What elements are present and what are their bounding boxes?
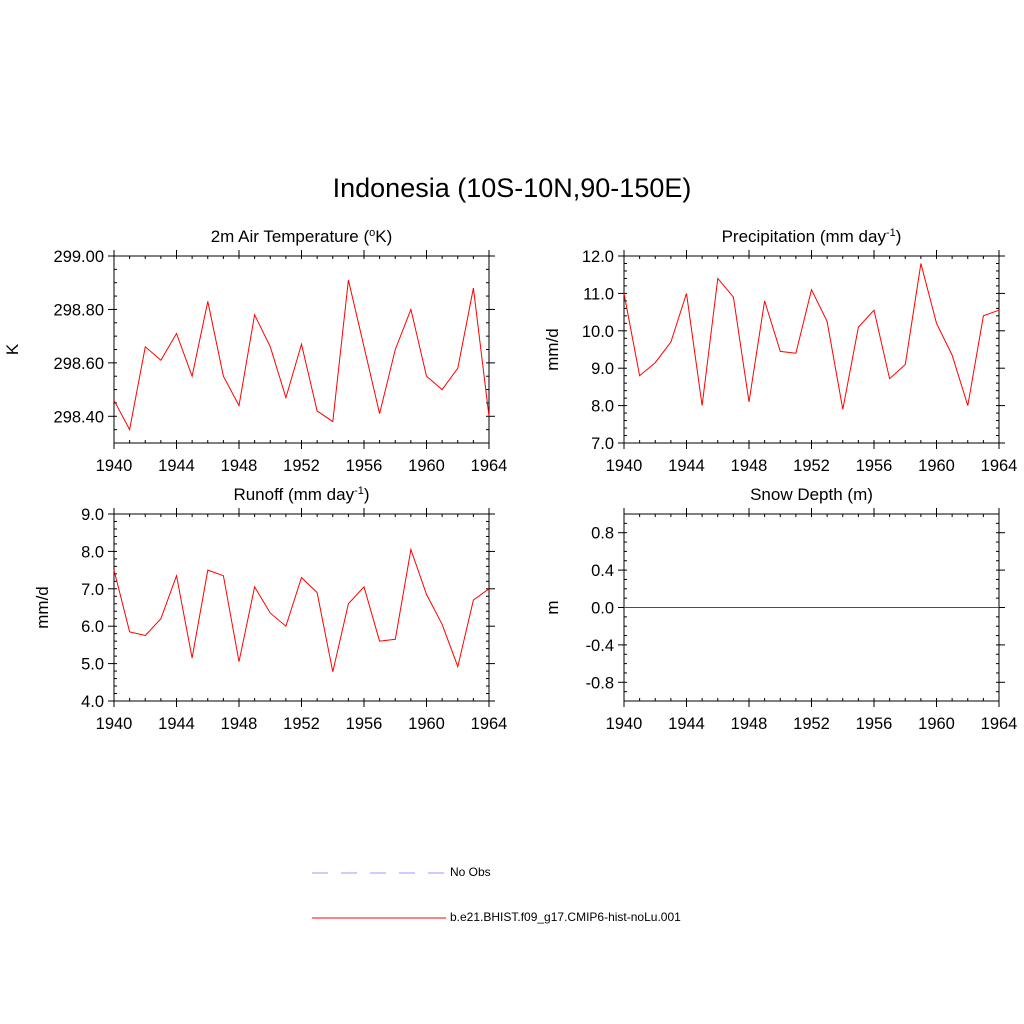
panel-title: 2m Air Temperature (oK) <box>211 227 393 246</box>
y-tick-label: -0.4 <box>586 637 614 655</box>
x-tick-label: 1960 <box>918 715 955 733</box>
x-tick-label: 1960 <box>408 457 445 475</box>
y-tick-label: 299.00 <box>54 248 104 266</box>
x-tick-label: 1956 <box>346 715 383 733</box>
x-tick-label: 1948 <box>731 457 768 475</box>
plot-frame <box>623 255 1000 444</box>
x-tick-label: 1964 <box>471 457 508 475</box>
panel-title: Runoff (mm day-1) <box>233 485 369 504</box>
y-tick-label: 6.0 <box>81 618 104 636</box>
x-tick-label: 1964 <box>471 715 508 733</box>
y-tick-label: 11.0 <box>583 285 614 303</box>
panel-title: Snow Depth (m) <box>750 485 873 504</box>
x-tick-label: 1952 <box>793 715 830 733</box>
x-tick-label: 1948 <box>731 715 768 733</box>
plot-frame <box>113 513 490 702</box>
x-tick-label: 1956 <box>856 457 893 475</box>
x-tick-label: 1940 <box>96 715 133 733</box>
plot-frame <box>113 255 490 444</box>
y-tick-label: 5.0 <box>81 656 104 674</box>
x-tick-label: 1944 <box>158 457 195 475</box>
x-tick-label: 1948 <box>221 457 258 475</box>
y-tick-label: 9.0 <box>591 360 614 378</box>
x-tick-label: 1940 <box>606 457 643 475</box>
page-title: Indonesia (10S-10N,90-150E) <box>332 173 692 203</box>
x-tick-label: 1940 <box>96 457 133 475</box>
x-tick-label: 1944 <box>158 715 195 733</box>
y-tick-label: 298.40 <box>54 408 104 426</box>
x-tick-label: 1960 <box>408 715 445 733</box>
series-line <box>113 279 490 432</box>
y-tick-label: 4.0 <box>81 693 104 711</box>
legend-label-model: b.e21.BHIST.f09_g17.CMIP6-hist-noLu.001 <box>450 910 681 924</box>
x-tick-label: 1944 <box>668 715 705 733</box>
y-tick-label: 298.60 <box>54 355 104 373</box>
series-line <box>623 263 1000 410</box>
y-tick-label: 8.0 <box>591 398 614 416</box>
x-tick-label: 1952 <box>793 457 830 475</box>
chart-panel-3: Runoff (mm day-1) mm/d 4.0 5.0 6.0 7.0 8.0 9.0 1… <box>33 485 507 733</box>
x-tick-label: 1944 <box>668 457 705 475</box>
y-tick-label: 10.0 <box>582 323 614 341</box>
panel-title: Precipitation (mm day-1) <box>722 227 902 246</box>
x-tick-label: 1956 <box>856 715 893 733</box>
y-tick-label: 12.0 <box>582 248 614 266</box>
y-axis-label: K <box>3 343 22 355</box>
x-tick-label: 1940 <box>606 715 643 733</box>
y-axis-label: mm/d <box>33 586 52 629</box>
chart-panel-2: Precipitation (mm day-1) mm/d 7.0 8.0 9.0 10.… <box>543 227 1017 475</box>
y-tick-label: 8.0 <box>81 543 104 561</box>
y-tick-label: 0.8 <box>591 525 614 543</box>
x-tick-label: 1952 <box>283 457 320 475</box>
y-tick-label: 298.80 <box>54 301 104 319</box>
x-tick-label: 1964 <box>981 457 1018 475</box>
y-tick-label: 9.0 <box>81 506 104 524</box>
x-tick-label: 1952 <box>283 715 320 733</box>
y-axis-label: mm/d <box>543 328 562 371</box>
chart-panel-1: 2m Air Temperature (oK) K 298.40 298.60 298.… <box>3 227 507 475</box>
y-tick-label: -0.8 <box>586 674 614 692</box>
series-line <box>113 547 490 672</box>
chart-panel-4: Snow Depth (m) m -0.8 -0.4 0.0 0.4 0.8 1940 1944… <box>543 485 1017 733</box>
x-tick-label: 1960 <box>918 457 955 475</box>
x-tick-label: 1964 <box>981 715 1018 733</box>
y-tick-label: 7.0 <box>591 435 614 453</box>
y-axis-label: m <box>543 600 562 614</box>
x-tick-label: 1956 <box>346 457 383 475</box>
y-tick-label: 0.4 <box>591 562 614 580</box>
y-tick-label: 0.0 <box>591 600 614 618</box>
x-tick-label: 1948 <box>221 715 258 733</box>
y-tick-label: 7.0 <box>81 581 104 599</box>
legend-label-no-obs: No Obs <box>450 865 491 879</box>
